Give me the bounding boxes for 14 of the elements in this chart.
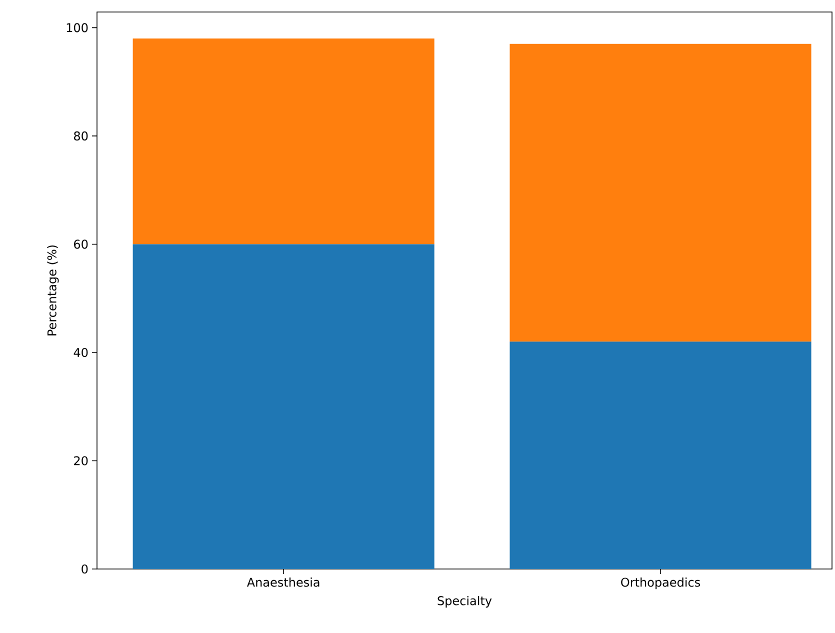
x-axis-title: Specialty	[438, 596, 492, 608]
y-tick-label: 100	[66, 23, 88, 32]
y-tick-label: 80	[74, 131, 88, 140]
x-tick-label: Anaesthesia	[246, 578, 320, 587]
y-axis-title: Percentage (%)	[47, 245, 59, 336]
y-tick-label: 20	[74, 456, 88, 466]
bar	[510, 342, 812, 569]
bar	[132, 38, 434, 244]
y-tick-label: 40	[74, 348, 88, 358]
bar	[132, 244, 434, 569]
bar	[510, 44, 812, 342]
y-tick-label: 0	[82, 564, 88, 574]
y-tick-label: 60	[74, 240, 88, 249]
x-tick-label: Orthopaedics	[621, 578, 700, 590]
